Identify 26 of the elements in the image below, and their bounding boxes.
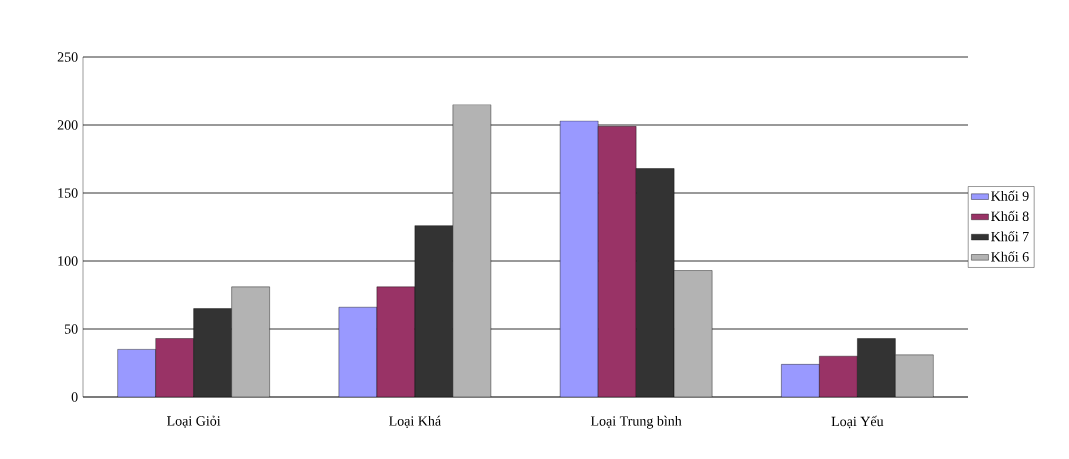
bar (231, 286, 270, 397)
y-tick-label: 50 (64, 324, 78, 334)
y-tick-label: 0 (71, 392, 78, 402)
y-tick-label: 150 (58, 188, 78, 198)
x-tick-label: Loại Trung bình (590, 415, 682, 429)
y-tick-label: 100 (58, 256, 78, 266)
bar (895, 354, 934, 397)
x-tick-label: Loại Giỏi (167, 415, 221, 428)
bar (376, 286, 415, 397)
legend-label: Khối 9 (991, 190, 1029, 201)
legend-label: Khối 7 (991, 230, 1029, 242)
x-tick-label: Loại Khá (389, 415, 441, 428)
x-tick-label: Loại Yếu (831, 415, 884, 429)
bar (452, 104, 491, 397)
y-tick-label: 200 (57, 120, 78, 130)
legend-label: Khối 6 (991, 251, 1029, 262)
bar (155, 338, 194, 397)
bar (560, 120, 599, 397)
bar (338, 307, 377, 397)
legend-label: Khối 8 (991, 210, 1029, 222)
bar (781, 364, 820, 397)
bar (674, 270, 713, 397)
bar (819, 356, 858, 397)
bar (117, 349, 156, 397)
bar (598, 126, 637, 397)
y-tick-label: 250 (57, 52, 78, 62)
